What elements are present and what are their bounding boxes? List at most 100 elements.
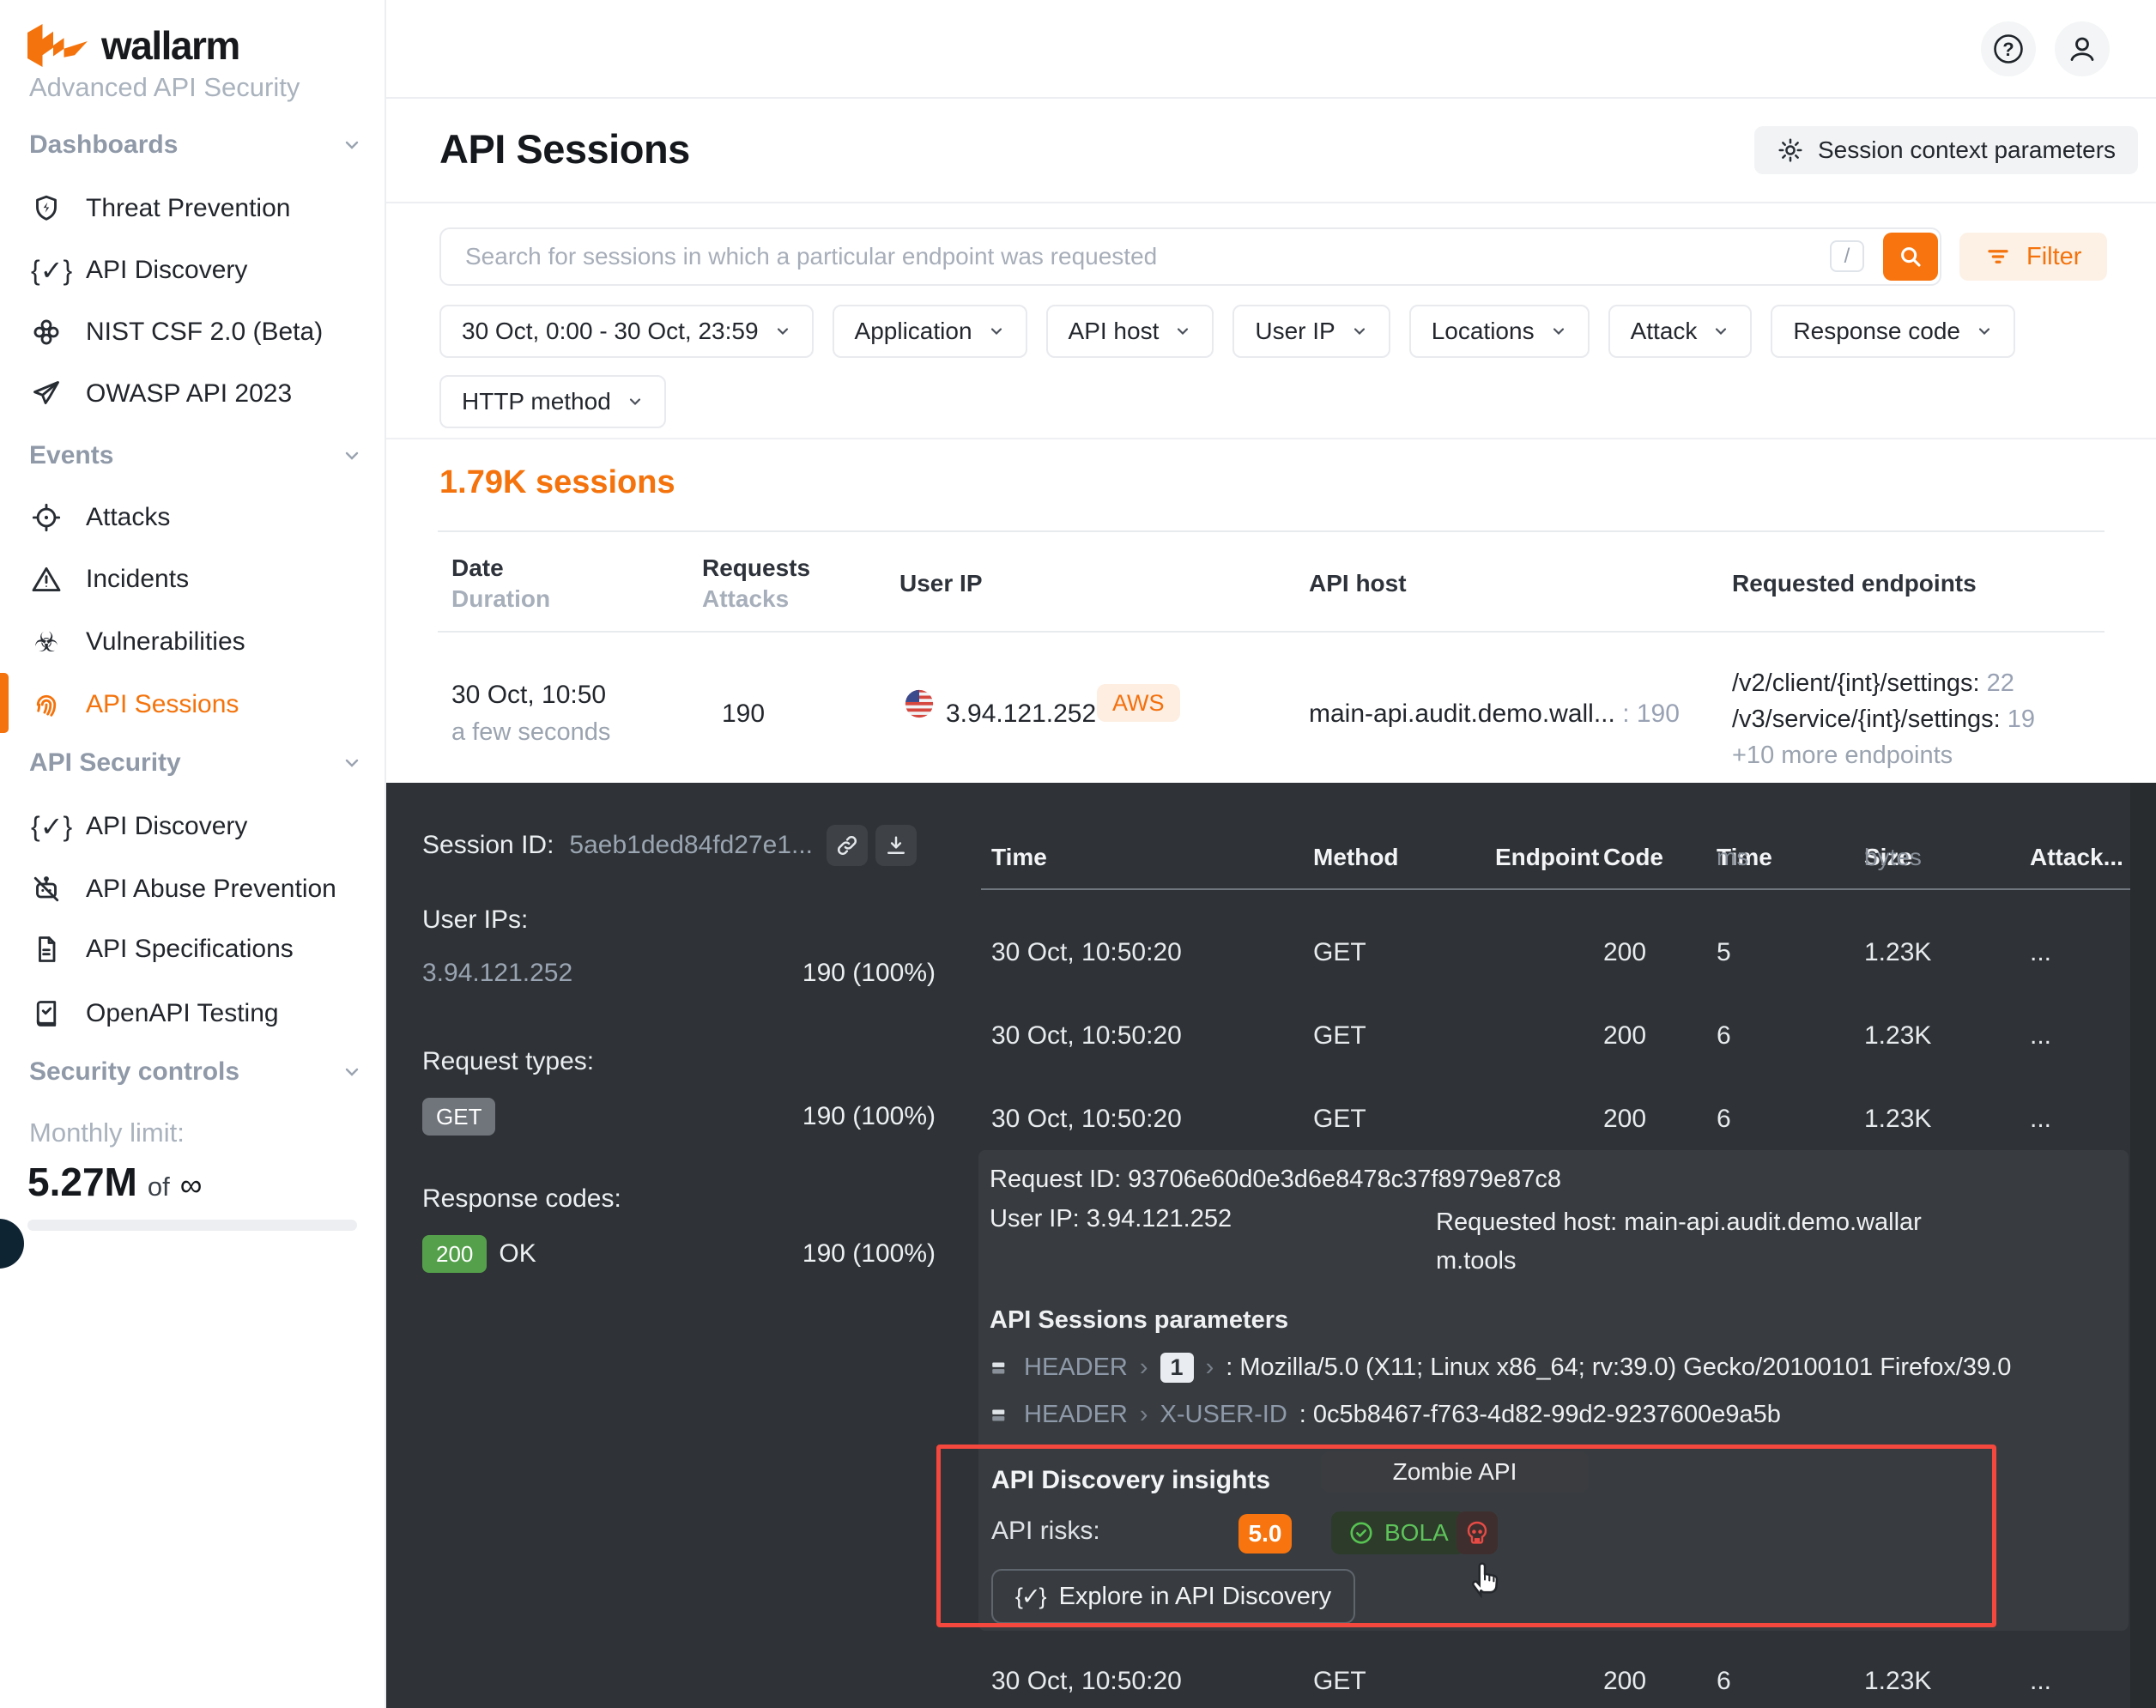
pinwheel-icon	[33, 319, 59, 345]
session-context-parameters-button[interactable]: Session context parameters	[1754, 126, 2139, 174]
filter-chip-row-1: 30 Oct, 0:00 - 30 Oct, 23:59 Application…	[439, 305, 2015, 358]
sidebar-item-openapi-testing[interactable]: OpenAPI Testing	[31, 991, 279, 1036]
session-api-host: main-api.audit.demo.wall... : 190	[1309, 700, 1680, 728]
toolbar-divider	[386, 438, 2156, 439]
bola-risk-chip[interactable]: BOLA	[1331, 1511, 1466, 1554]
filter-chip-application[interactable]: Application	[832, 305, 1027, 358]
gear-icon	[1778, 138, 1802, 162]
chevron-down-icon	[990, 328, 1002, 336]
header-rows-icon	[992, 1409, 1005, 1420]
session-id-label: Session ID:	[422, 831, 554, 859]
col-duration[interactable]: Duration	[451, 585, 551, 612]
session-parameter: HEADER › 1 › : Mozilla/5.0 (X11; Linux x…	[990, 1353, 2011, 1383]
copy-link-button[interactable]	[827, 825, 868, 866]
user-ip-value[interactable]: 3.94.121.252	[422, 959, 573, 987]
param-key-badge: 1	[1160, 1353, 1194, 1383]
sidebar-item-nist-csf[interactable]: NIST CSF 2.0 (Beta)	[31, 310, 323, 354]
session-requests: 190	[722, 700, 766, 728]
zombie-api-risk-chip[interactable]	[1457, 1511, 1498, 1554]
request-id: Request ID: 93706e60d0e3d6e8478c37f8979e…	[990, 1166, 1561, 1193]
sidebar-item-owasp-api[interactable]: OWASP API 2023	[31, 372, 292, 416]
hand-cursor-icon	[1472, 1562, 1499, 1599]
request-row[interactable]: 30 Oct, 10:50:20 GET 200 5 1.23K ...	[991, 938, 2052, 966]
file-doc-icon	[39, 936, 56, 962]
response-code-stat-row: 200 OK 190 (100%)	[422, 1235, 936, 1273]
api-discovery-insights-title: API Discovery insights	[991, 1466, 1271, 1494]
sidebar-section-dashboards[interactable]: Dashboards	[29, 125, 362, 165]
braces-check-icon: {✓}	[31, 255, 73, 286]
chevron-down-icon	[1978, 328, 1990, 336]
monthly-limit-label: Monthly limit:	[29, 1117, 185, 1148]
risk-score-badge[interactable]: 5.0	[1238, 1514, 1292, 1554]
active-nav-indicator	[0, 673, 9, 733]
api-host-count: : 190	[1622, 700, 1680, 728]
download-button[interactable]	[875, 825, 917, 866]
help-button[interactable]: ?	[1981, 21, 2036, 76]
col-date[interactable]: Date	[451, 554, 504, 581]
sidebar-item-api-sessions[interactable]: API Sessions	[31, 682, 239, 727]
search-button[interactable]	[1883, 233, 1938, 281]
sidebar-item-threat-prevention[interactable]: Threat Prevention	[31, 186, 290, 231]
request-row[interactable]: 30 Oct, 10:50:20 GET 200 6 1.23K ...	[991, 1667, 2052, 1695]
help-icon: ?	[1994, 34, 2023, 64]
sidebar-section-api-security[interactable]: API Security	[29, 743, 362, 783]
col-requests[interactable]: Requests	[702, 554, 811, 581]
warning-triangle-icon	[32, 566, 61, 592]
request-row[interactable]: 30 Oct, 10:50:20 GET 200 6 1.23K ...	[991, 1105, 2052, 1133]
chevron-down-icon	[777, 328, 788, 336]
chevron-down-icon	[345, 759, 359, 767]
filter-chip-date-range[interactable]: 30 Oct, 0:00 - 30 Oct, 23:59	[439, 305, 814, 358]
monthly-limit-value: 5.27M of ∞	[27, 1160, 203, 1204]
check-circle-icon	[1350, 1522, 1372, 1544]
request-detail-card: Request ID: 93706e60d0e3d6e8478c37f8979e…	[978, 1150, 2129, 1631]
requests-table-header: Time Method Endpoint Code Time ms Size b…	[991, 844, 2123, 870]
requested-host: Requested host: main-api.audit.demo.wall…	[1436, 1208, 1922, 1275]
user-ips-label: User IPs:	[422, 905, 529, 934]
braces-check-icon: {✓}	[31, 811, 73, 842]
request-types-label: Request types:	[422, 1047, 595, 1075]
brand-logo[interactable]: wallarm	[27, 22, 240, 69]
fingerprint-icon	[36, 694, 57, 717]
params-title: API Sessions parameters	[990, 1306, 1289, 1334]
request-type-stat-row: GET 190 (100%)	[422, 1098, 936, 1136]
filter-chip-locations[interactable]: Locations	[1408, 305, 1590, 358]
sidebar-section-events[interactable]: Events	[29, 436, 362, 475]
sidebar-item-api-abuse-prevention[interactable]: API Abuse Prevention	[31, 867, 336, 912]
request-row[interactable]: 30 Oct, 10:50:20 GET 200 6 1.23K ...	[991, 1021, 2052, 1050]
sessions-table-header: Date Duration Requests Attacks User IP A…	[438, 530, 2105, 633]
sidebar-item-api-specifications[interactable]: API Specifications	[31, 927, 294, 972]
filter-button[interactable]: Filter	[1959, 233, 2108, 281]
search-input[interactable]	[441, 229, 1804, 284]
session-row[interactable]: 30 Oct, 10:50 a few seconds 190 3.94.121…	[438, 633, 2105, 783]
slash-shortcut-key: /	[1830, 240, 1864, 272]
status-code-badge: 200	[422, 1235, 488, 1273]
session-id-row: Session ID: 5aeb1ded84fd27e1...	[422, 825, 813, 866]
panel-scroll-gutter[interactable]	[2130, 783, 2156, 1708]
user-menu-button[interactable]	[2055, 21, 2110, 76]
filter-chip-http-method[interactable]: HTTP method	[439, 375, 666, 428]
more-endpoints-link[interactable]: +10 more endpoints	[1732, 742, 1953, 769]
sidebar-item-api-discovery-2[interactable]: {✓} API Discovery	[31, 811, 248, 842]
session-detail-panel: Session ID: 5aeb1ded84fd27e1... User IPs…	[386, 783, 2156, 1708]
provider-badge: AWS	[1097, 684, 1180, 722]
sidebar-item-incidents[interactable]: Incidents	[31, 557, 189, 602]
filter-chip-api-host[interactable]: API host	[1045, 305, 1214, 358]
us-flag-icon	[905, 689, 934, 718]
target-icon	[32, 503, 61, 532]
user-ip-stat-row: 3.94.121.252 190 (100%)	[422, 959, 936, 988]
sidebar-item-attacks[interactable]: Attacks	[31, 495, 170, 540]
session-user-ip: 3.94.121.252	[946, 700, 1097, 728]
explore-in-api-discovery-button[interactable]: {✓} Explore in API Discovery	[991, 1569, 1355, 1624]
search-bar: /	[439, 227, 1941, 286]
page-title: API Sessions	[439, 126, 690, 172]
filter-chip-response-code[interactable]: Response code	[1771, 305, 2015, 358]
col-attacks[interactable]: Attacks	[702, 585, 790, 612]
request-user-ip: User IP: 3.94.121.252	[990, 1205, 1232, 1233]
filter-chip-attack[interactable]: Attack	[1608, 305, 1753, 358]
filter-chip-user-ip[interactable]: User IP	[1232, 305, 1390, 358]
sidebar-item-api-discovery[interactable]: {✓} API Discovery	[31, 255, 248, 286]
sidebar-section-security-controls[interactable]: Security controls	[29, 1052, 362, 1092]
col-user-ip: User IP	[899, 570, 983, 597]
sidebar-item-vulnerabilities[interactable]: ☣ Vulnerabilities	[31, 620, 245, 664]
zombie-api-tooltip: Zombie API	[1321, 1451, 1589, 1493]
